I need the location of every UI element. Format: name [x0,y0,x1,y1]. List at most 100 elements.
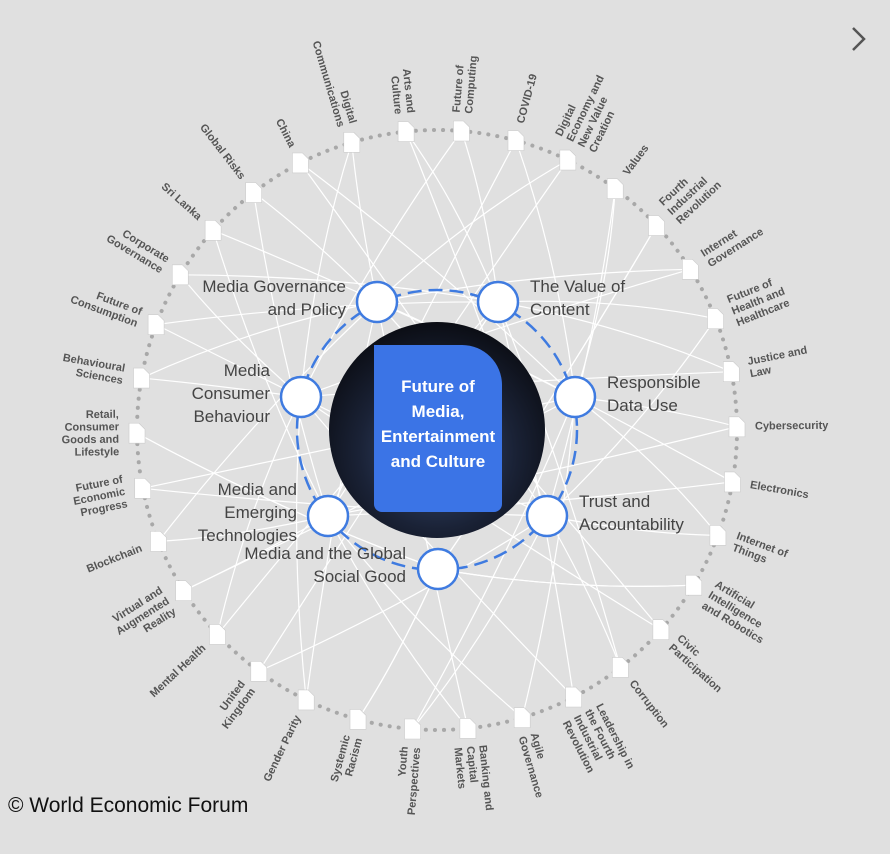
topic-icon [709,525,727,546]
topic-icon [204,219,222,241]
topic-icon [565,686,582,708]
link [412,515,548,730]
link [183,515,329,592]
topic-icon [507,130,525,151]
link [253,192,329,517]
link [546,515,718,536]
text-line: Emerging [224,503,297,522]
text-line: Retail, [86,409,119,421]
text-line: Accountability [579,515,684,534]
key-issue-label: Media Consumer Behaviour [192,361,271,426]
text-line: Future of [451,64,467,113]
link [212,230,329,517]
topic-icon [134,478,152,499]
text-line: Technologies [198,526,297,545]
text-line: Lifestyle [75,446,120,458]
key-issue-node [279,375,323,419]
key-issue-label: Media and Emerging Technologies [198,480,297,545]
topic-icon [459,718,477,739]
topic-icon [349,709,367,730]
link [179,274,302,398]
link [497,301,732,373]
center-card [374,345,502,512]
key-issue-node [355,280,399,324]
topic-icon [171,264,189,286]
text-line: Media and the Global [244,544,406,563]
link [212,229,576,398]
topic-label: Arts andCulture [388,68,417,115]
text-line: Behaviour [193,407,270,426]
text-line: and Policy [268,300,347,319]
key-issue-label: Responsible Data Use [607,373,701,415]
link [136,432,439,570]
topic-label: Cybersecurity [755,420,829,433]
text-line: Culture [388,75,404,115]
text-line: Markets [451,747,467,790]
text-line: Law [749,364,773,380]
link [437,568,694,587]
text-line: Media and [218,480,297,499]
topic-icon [559,149,577,171]
link [515,140,576,398]
text-line: Perspectives [406,747,423,816]
topic-label: Future ofComputing [451,54,480,114]
text-line: Capital [464,746,480,784]
link [157,301,378,542]
key-issue-label: Media Governance and Policy [202,277,346,319]
link [357,568,439,720]
text-line: Consumer [64,421,119,434]
text-line: Consumer [192,384,271,403]
key-issue-node [476,280,520,324]
link [141,377,302,398]
link [376,268,691,303]
key-issue-label: Trust and Accountability [579,492,684,534]
link [180,274,499,303]
topic-icon [682,259,699,280]
key-issue-label: Media and the Global Social Good [244,544,406,586]
link [546,318,717,517]
key-issue-node [306,494,350,538]
topic-icon [343,132,361,153]
link [521,396,576,718]
topic-icon [722,361,740,382]
topic-icon [513,707,531,728]
link [460,130,499,303]
copyright: © World Economic Forum [8,794,248,817]
text-line: Cybersecurity [755,420,829,433]
next-arrow[interactable] [852,27,866,51]
link [141,301,378,379]
text-line: Responsible [607,373,701,392]
text-line: Entertainment [381,427,496,446]
link [295,396,307,701]
topic-icon [397,121,415,142]
topic-icon [292,152,309,174]
text-line: Social Good [313,567,406,586]
text-line: Data Use [607,396,678,415]
topic-icon [724,471,741,493]
text-line: Arts and [400,68,417,114]
link [327,515,469,729]
link [258,515,548,672]
topic-icon [685,574,703,596]
topic-icon [404,718,421,740]
topic-icon [209,624,226,645]
link [405,131,499,303]
topic-icon [147,314,165,335]
text-line: and Culture [391,452,485,471]
topic-icon [453,120,470,142]
link [546,515,621,668]
link [156,301,499,326]
key-issue-node [416,547,460,591]
key-issue-node [525,494,569,538]
text-line: Computing [463,55,480,114]
topic-icon [175,580,192,601]
topic-icon [612,657,629,678]
text-line: Future of [401,377,475,396]
link [158,515,329,542]
text-line: Media, [412,402,465,421]
topic-icon [250,661,268,682]
link [574,188,616,398]
text-line: Trust and [579,492,650,511]
topic-icon [707,308,724,329]
